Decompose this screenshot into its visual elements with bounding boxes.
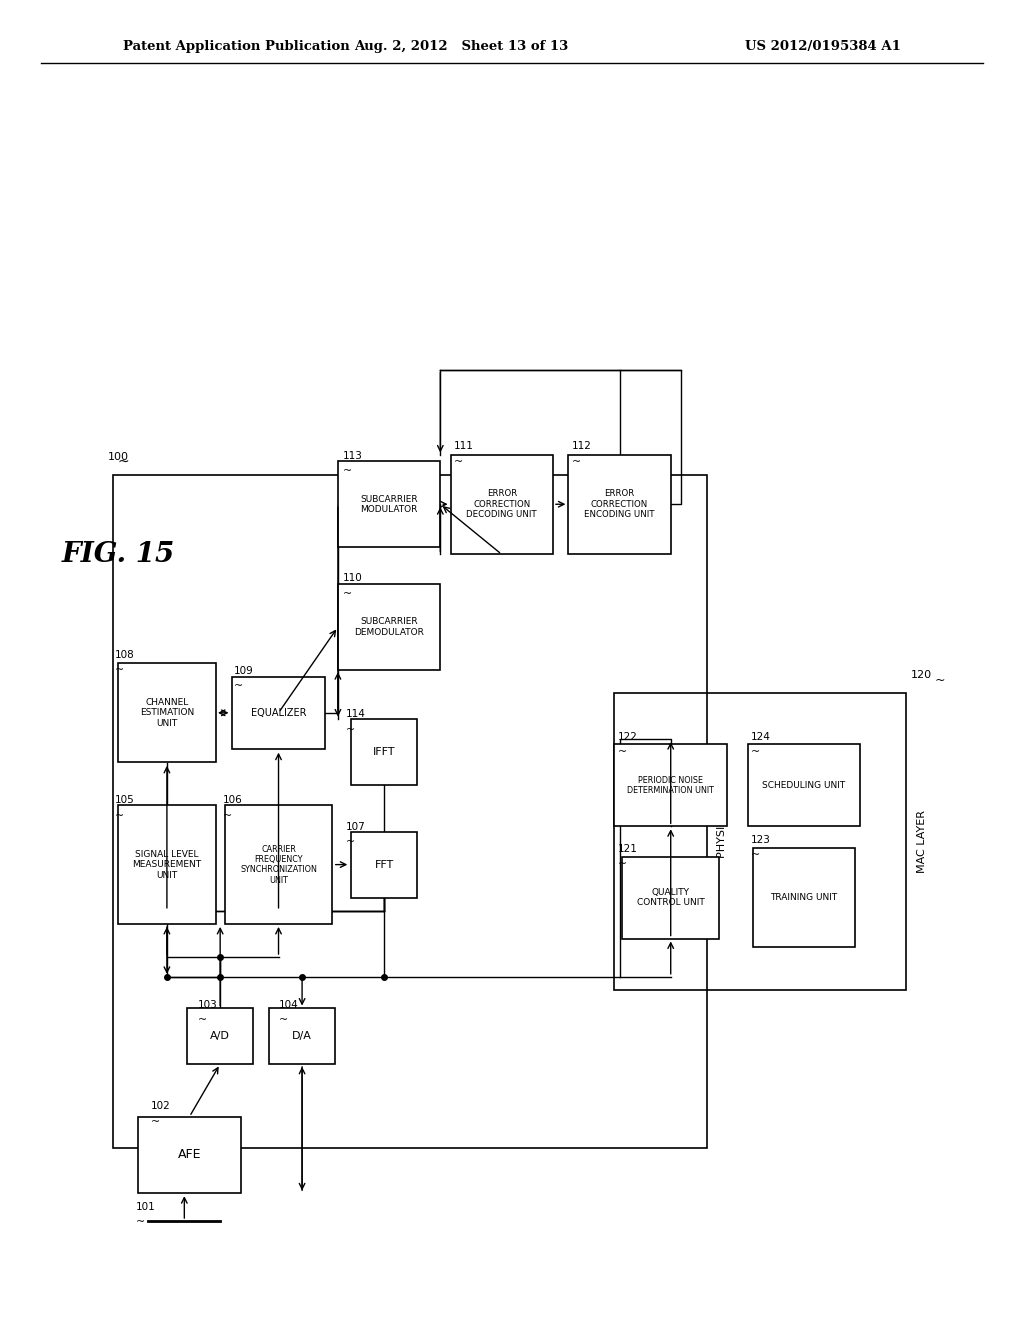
FancyBboxPatch shape — [119, 663, 216, 762]
Text: 109: 109 — [233, 665, 253, 676]
Text: ~: ~ — [346, 837, 355, 847]
Text: ~: ~ — [343, 466, 352, 477]
Text: 121: 121 — [617, 843, 637, 854]
FancyBboxPatch shape — [232, 676, 325, 750]
FancyBboxPatch shape — [138, 1117, 241, 1193]
Text: ~: ~ — [751, 747, 760, 758]
Text: 100: 100 — [108, 451, 129, 462]
Text: ~: ~ — [346, 725, 355, 735]
Text: 122: 122 — [617, 731, 637, 742]
Text: 114: 114 — [346, 709, 366, 719]
Text: 113: 113 — [343, 450, 362, 461]
FancyBboxPatch shape — [268, 1008, 335, 1064]
Text: ~: ~ — [571, 457, 581, 467]
Text: ~: ~ — [617, 859, 627, 870]
Text: MAC LAYER: MAC LAYER — [916, 810, 927, 873]
Text: ~: ~ — [454, 457, 463, 467]
FancyBboxPatch shape — [748, 744, 860, 826]
Text: FIG. 15: FIG. 15 — [61, 541, 175, 568]
Text: ~: ~ — [115, 810, 124, 821]
Text: ~: ~ — [751, 850, 760, 861]
FancyBboxPatch shape — [614, 744, 727, 826]
Text: 124: 124 — [751, 731, 770, 742]
Text: 123: 123 — [751, 834, 770, 845]
Text: FFT: FFT — [375, 859, 393, 870]
Text: SUBCARRIER
MODULATOR: SUBCARRIER MODULATOR — [360, 495, 418, 513]
Text: US 2012/0195384 A1: US 2012/0195384 A1 — [745, 40, 901, 53]
Text: 108: 108 — [115, 649, 134, 660]
Text: CARRIER
FREQUENCY
SYNCHRONIZATION
UNIT: CARRIER FREQUENCY SYNCHRONIZATION UNIT — [240, 845, 317, 884]
Text: 106: 106 — [223, 795, 243, 805]
FancyBboxPatch shape — [119, 805, 216, 924]
Text: ~: ~ — [136, 1217, 145, 1228]
Text: Aug. 2, 2012   Sheet 13 of 13: Aug. 2, 2012 Sheet 13 of 13 — [353, 40, 568, 53]
FancyBboxPatch shape — [350, 719, 418, 785]
Text: ~: ~ — [223, 810, 232, 821]
Text: ~: ~ — [151, 1117, 160, 1127]
Text: 102: 102 — [151, 1101, 170, 1111]
Text: D/A: D/A — [292, 1031, 312, 1041]
Text: AFE: AFE — [178, 1148, 201, 1162]
Text: ~: ~ — [343, 589, 352, 599]
Text: ~: ~ — [233, 681, 243, 692]
Text: 104: 104 — [279, 999, 298, 1010]
Text: SIGNAL LEVEL
MEASUREMENT
UNIT: SIGNAL LEVEL MEASUREMENT UNIT — [132, 850, 202, 879]
FancyBboxPatch shape — [753, 847, 855, 948]
Text: A/D: A/D — [210, 1031, 230, 1041]
Text: ~: ~ — [279, 1015, 288, 1026]
FancyBboxPatch shape — [338, 583, 440, 671]
Text: ~: ~ — [617, 747, 627, 758]
FancyBboxPatch shape — [451, 454, 553, 554]
Text: 103: 103 — [198, 999, 217, 1010]
Text: ~: ~ — [198, 1015, 207, 1026]
Text: CHANNEL
ESTIMATION
UNIT: CHANNEL ESTIMATION UNIT — [140, 698, 194, 727]
Text: 111: 111 — [454, 441, 473, 451]
Text: QUALITY
CONTROL UNIT: QUALITY CONTROL UNIT — [637, 888, 705, 907]
FancyBboxPatch shape — [186, 1008, 254, 1064]
Text: EQUALIZER: EQUALIZER — [251, 708, 306, 718]
Text: SCHEDULING UNIT: SCHEDULING UNIT — [762, 781, 846, 789]
Text: 105: 105 — [115, 795, 134, 805]
Text: PERIODIC NOISE
DETERMINATION UNIT: PERIODIC NOISE DETERMINATION UNIT — [628, 776, 714, 795]
FancyBboxPatch shape — [338, 461, 440, 546]
Text: ERROR
CORRECTION
ENCODING UNIT: ERROR CORRECTION ENCODING UNIT — [585, 490, 654, 519]
Text: ~: ~ — [935, 673, 945, 686]
Text: ERROR
CORRECTION
DECODING UNIT: ERROR CORRECTION DECODING UNIT — [467, 490, 537, 519]
Text: ~: ~ — [118, 454, 129, 469]
FancyBboxPatch shape — [350, 832, 418, 898]
Text: 120: 120 — [911, 669, 932, 680]
Text: 112: 112 — [571, 441, 591, 451]
Text: 110: 110 — [343, 573, 362, 583]
Text: PHYSICAL LAYER: PHYSICAL LAYER — [717, 766, 727, 858]
Text: IFFT: IFFT — [373, 747, 395, 758]
Text: 107: 107 — [346, 821, 366, 832]
FancyBboxPatch shape — [568, 454, 671, 554]
Text: TRAINING UNIT: TRAINING UNIT — [770, 894, 838, 902]
FancyBboxPatch shape — [623, 857, 719, 939]
Text: SUBCARRIER
DEMODULATOR: SUBCARRIER DEMODULATOR — [354, 618, 424, 636]
FancyBboxPatch shape — [225, 805, 332, 924]
Text: 101: 101 — [136, 1201, 156, 1212]
Text: ~: ~ — [115, 665, 124, 676]
Text: Patent Application Publication: Patent Application Publication — [123, 40, 349, 53]
